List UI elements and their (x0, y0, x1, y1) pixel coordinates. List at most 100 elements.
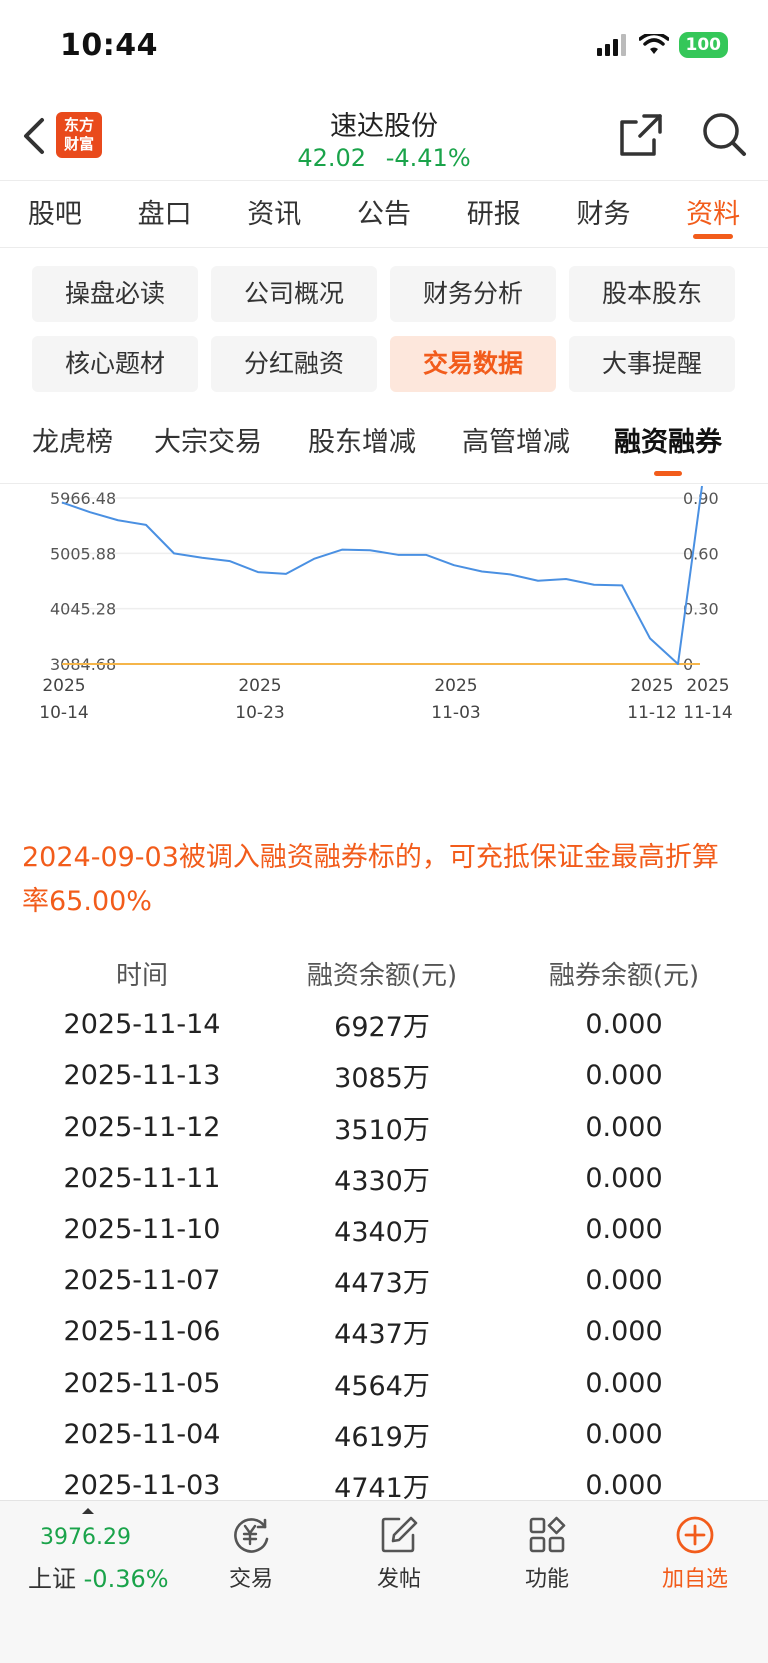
x-tick-year: 2025 (686, 676, 729, 696)
stock-price: 42.02 (297, 144, 367, 172)
cell-financing-balance: 4330万 (334, 1165, 430, 1197)
cell-date: 2025-11-07 (63, 1265, 221, 1297)
main-tabs: 股吧 盘口 资讯 公告 研报 财务 资料 (0, 180, 768, 248)
stock-name: 速达股份 (330, 111, 438, 142)
x-tick-date: 11-12 (627, 703, 676, 723)
x-tick-date: 10-14 (39, 703, 88, 723)
cell-lending-balance: 0.000 (585, 1265, 663, 1297)
table-row: 2025-11-14 6927万 0.000 (22, 999, 746, 1050)
index-label: 上证 -0.36% (28, 1559, 169, 1594)
tab-block-trades[interactable]: 大宗交易 (154, 427, 262, 458)
sub-btn-trading-data[interactable]: 交易数据 (390, 336, 556, 392)
x-tick-year: 2025 (630, 676, 673, 696)
tab-guba[interactable]: 股吧 (27, 199, 82, 230)
stock-change: -4.41% (385, 144, 471, 172)
cell-date: 2025-11-06 (63, 1316, 221, 1348)
stock-price-line: 42.02 -4.41% (0, 144, 768, 172)
cell-financing-balance: 4340万 (334, 1217, 430, 1249)
add-watchlist-button[interactable]: 加自选 (640, 1515, 750, 1593)
sub-btn-core-themes[interactable]: 核心题材 (32, 336, 198, 392)
index-ticker[interactable]: 3976.29 上证 -0.36% (0, 1501, 180, 1611)
functions-button[interactable]: 功能 (492, 1515, 602, 1593)
sub-btn-financial-analysis[interactable]: 财务分析 (390, 266, 556, 322)
x-tick-date: 11-03 (431, 703, 480, 723)
x-tick-year: 2025 (238, 676, 281, 696)
tab-pankou[interactable]: 盘口 (137, 199, 192, 230)
table-header: 时间 融资余额(元) 融券余额(元) (22, 948, 746, 999)
tab-exec-changes[interactable]: 高管增减 (462, 427, 570, 458)
tab-profile[interactable]: 资料 (658, 181, 768, 247)
share-icon[interactable] (618, 112, 664, 158)
index-change: -0.36% (83, 1565, 169, 1593)
sub-btn-shareholders[interactable]: 股本股东 (569, 266, 735, 322)
table-row: 2025-11-06 4437万 0.000 (22, 1306, 746, 1357)
trade-label: 交易 (228, 1567, 273, 1592)
margin-table: 时间 融资余额(元) 融券余额(元) 2025-11-14 6927万 0.000 2… (22, 948, 746, 1511)
functions-label: 功能 (524, 1567, 569, 1592)
table-row: 2025-11-05 4564万 0.000 (22, 1358, 746, 1409)
post-label: 发帖 (376, 1567, 421, 1592)
sub-btn-must-read[interactable]: 操盘必读 (32, 266, 198, 322)
app-logo[interactable]: 东方 财富 (56, 112, 102, 158)
cell-financing-balance: 3510万 (334, 1114, 430, 1146)
yen-exchange-icon (234, 1518, 269, 1553)
tab-announcements[interactable]: 公告 (357, 199, 412, 230)
table-row: 2025-11-04 4619万 0.000 (22, 1409, 746, 1460)
cell-lending-balance: 0.000 (585, 1162, 663, 1194)
bottom-bar: 3976.29 上证 -0.36% 交易 发帖 功能 (0, 1500, 768, 1663)
stock-header: 东方 财富 速达股份 42.02 -4.41% (0, 96, 768, 180)
search-icon[interactable] (700, 110, 748, 158)
trade-button[interactable]: 交易 (196, 1515, 306, 1593)
cell-financing-balance: 4564万 (334, 1370, 430, 1402)
margin-chart-svg: 5966.485005.884045.283084.680.900.600.30… (39, 486, 733, 723)
cell-lending-balance: 0.000 (585, 1316, 663, 1348)
battery-indicator: 100 (678, 32, 728, 58)
add-watchlist-label: 加自选 (661, 1567, 728, 1592)
cell-financing-balance: 4741万 (334, 1472, 430, 1504)
header-lending-balance: 融券余额(元) (548, 961, 700, 992)
cell-lending-balance: 0.000 (585, 1009, 663, 1041)
cell-financing-balance: 4473万 (334, 1268, 430, 1300)
x-tick-year: 2025 (434, 676, 477, 696)
series-line-financing (61, 486, 703, 665)
caret-up-icon (82, 1508, 94, 1514)
post-button[interactable]: 发帖 (344, 1515, 454, 1593)
table-row: 2025-11-11 4330万 0.000 (22, 1153, 746, 1204)
tab-holder-changes[interactable]: 股东增减 (308, 427, 416, 458)
back-icon[interactable] (14, 114, 54, 158)
table-row: 2025-11-12 3510万 0.000 (22, 1102, 746, 1153)
x-tick-date: 11-14 (683, 703, 732, 723)
cell-date: 2025-11-12 (63, 1111, 221, 1143)
left-tick-label: 4045.28 (50, 600, 116, 619)
cell-lending-balance: 0.000 (585, 1469, 663, 1501)
sub-btn-events[interactable]: 大事提醒 (569, 336, 735, 392)
cell-financing-balance: 3085万 (334, 1063, 430, 1095)
add-circle-icon (676, 1516, 714, 1554)
tab-research[interactable]: 研报 (466, 199, 521, 230)
tab-margin-trading[interactable]: 融资融券 (614, 408, 722, 478)
sub-btn-company-overview[interactable]: 公司概况 (211, 266, 377, 322)
margin-chart: 5966.48 5005.88 4045.28 3084.68 0.90 0.60 0.30… (0, 486, 768, 776)
tab-news[interactable]: 资讯 (247, 199, 302, 230)
header-financing-balance: 融资余额(元) (306, 961, 458, 992)
cell-lending-balance: 0.000 (585, 1367, 663, 1399)
status-icons: 100 (596, 32, 728, 58)
tab-dragon-tiger[interactable]: 龙虎榜 (32, 427, 113, 458)
status-time: 10:44 (60, 28, 158, 63)
left-tick-label: 5966.48 (50, 489, 116, 508)
sub-btn-dividends[interactable]: 分红融资 (211, 336, 377, 392)
x-tick-year: 2025 (42, 676, 85, 696)
status-bar: 10:44 100 (0, 0, 768, 96)
cell-financing-balance: 4437万 (334, 1319, 430, 1351)
x-tick-date: 10-23 (235, 703, 284, 723)
cell-date: 2025-11-13 (63, 1060, 221, 1092)
tab-finance[interactable]: 财务 (576, 199, 631, 230)
cell-date: 2025-11-11 (63, 1162, 221, 1194)
header-date: 时间 (115, 961, 168, 992)
edit-icon (381, 1516, 418, 1553)
wifi-icon (638, 34, 669, 54)
cell-date: 2025-11-05 (63, 1367, 221, 1399)
table-row: 2025-11-07 4473万 0.000 (22, 1255, 746, 1306)
cell-financing-balance: 4619万 (334, 1421, 430, 1453)
right-tick-label: 0.30 (683, 600, 719, 619)
